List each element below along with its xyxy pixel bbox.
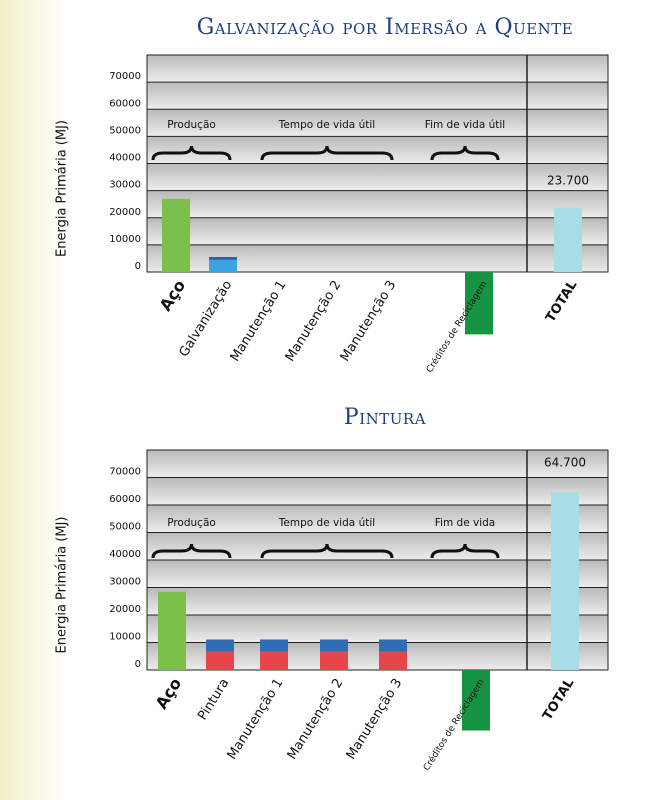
plot-band — [147, 190, 608, 218]
bar — [209, 257, 237, 260]
y-tick-label: 10000 — [109, 234, 141, 245]
bar — [320, 651, 348, 670]
bar — [209, 259, 237, 272]
plot-band — [147, 587, 608, 615]
bar — [465, 272, 493, 335]
x-tick-label: Manutenção 3 — [338, 278, 400, 364]
y-tick-label: 70000 — [109, 467, 141, 478]
plot-band — [147, 615, 608, 643]
bar — [260, 639, 288, 652]
y-tick-label: 20000 — [109, 207, 141, 218]
x-tick-label: Aço — [156, 276, 190, 314]
phase-label: Produção — [167, 119, 216, 131]
y-tick-label: 20000 — [109, 604, 141, 615]
side-decoration — [0, 0, 70, 800]
plot-band — [147, 532, 608, 560]
bar — [260, 651, 288, 670]
phase-brace — [151, 543, 232, 559]
y-tick-label: 40000 — [109, 153, 141, 164]
x-tick-label: Aço — [152, 674, 186, 712]
y-tick-label: 60000 — [109, 494, 141, 505]
x-tick-label: Manutenção 2 — [283, 278, 345, 364]
plot-band — [147, 163, 608, 191]
plot-band — [147, 450, 608, 478]
phase-label: Fim de vida — [435, 517, 495, 529]
bar — [158, 591, 186, 670]
phase-brace — [260, 543, 394, 559]
phase-brace — [430, 145, 500, 161]
x-tick-label: Manutenção 1 — [228, 278, 290, 364]
chart-title: Galvanização por Imersão a Quente — [197, 15, 574, 40]
plot-band — [147, 82, 608, 110]
y-tick-label: 40000 — [109, 549, 141, 560]
y-axis-label: Energia Primária (MJ) — [55, 517, 70, 654]
phase-brace — [430, 543, 500, 559]
bar — [379, 639, 407, 652]
y-tick-label: 60000 — [109, 98, 141, 109]
bar — [551, 492, 579, 670]
x-tick-label: TOTAL — [543, 278, 580, 325]
y-tick-label: 30000 — [109, 180, 141, 191]
bar — [206, 639, 234, 652]
plot-band — [147, 55, 608, 83]
plot-band — [147, 217, 608, 245]
phase-brace — [151, 145, 232, 161]
y-tick-label: 10000 — [109, 632, 141, 643]
bar — [554, 207, 582, 272]
y-axis-label: Energia Primária (MJ) — [55, 120, 70, 257]
y-tick-label: 50000 — [109, 522, 141, 533]
bar — [379, 651, 407, 670]
bar — [206, 651, 234, 670]
phase-label: Fim de vida útil — [425, 119, 505, 131]
phase-label: Tempo de vida útil — [278, 119, 375, 131]
phase-brace — [260, 145, 394, 161]
x-tick-label: Manutenção 1 — [225, 676, 287, 762]
y-tick-label: 30000 — [109, 577, 141, 588]
y-tick-label: 50000 — [109, 125, 141, 136]
chart-title: Pintura — [344, 405, 426, 430]
y-tick-label: 0 — [135, 659, 141, 670]
plot-band — [147, 560, 608, 588]
value-label: 23.700 — [547, 173, 589, 187]
x-tick-label: Manutenção 2 — [285, 676, 347, 762]
value-label: 64.700 — [544, 456, 586, 470]
y-tick-label: 70000 — [109, 71, 141, 82]
plot-band — [147, 505, 608, 533]
plot-band — [147, 477, 608, 505]
plot-band — [147, 109, 608, 137]
bar — [320, 639, 348, 652]
phase-label: Tempo de vida útil — [278, 517, 375, 529]
x-tick-label: Pintura — [195, 676, 232, 723]
bar — [162, 198, 190, 272]
bar — [462, 670, 490, 731]
phase-label: Produção — [167, 517, 216, 529]
y-tick-label: 0 — [135, 261, 141, 272]
plot-band — [147, 136, 608, 164]
x-tick-label: Manutenção 3 — [344, 676, 406, 762]
x-tick-label: TOTAL — [540, 676, 577, 723]
